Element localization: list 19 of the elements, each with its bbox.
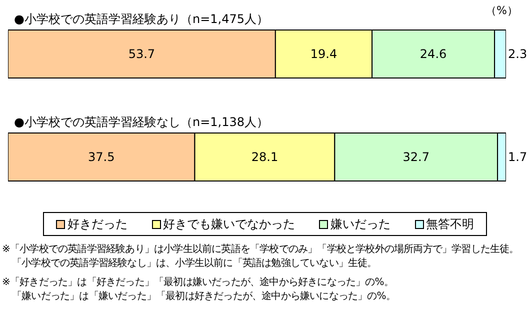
- data-label: 53.7: [128, 47, 156, 62]
- data-label: 28.1: [251, 150, 278, 164]
- legend-label: 好きでも嫌いでなかった: [162, 216, 295, 232]
- data-label: 1.7: [508, 150, 528, 164]
- annotation: （%）: [486, 3, 518, 18]
- text: ※「小学校での英語学習経験あり」は小学生以前に英語を「学校でのみ」「学校と学校外の場所両方で」学習した生徒。: [2, 243, 520, 257]
- data-label: 24.6: [420, 47, 447, 62]
- data-label: 2.3: [508, 47, 528, 62]
- legend-label: 無答不明: [424, 216, 474, 232]
- legend-label: 嫌いだった: [329, 216, 390, 232]
- data-label: 37.5: [88, 150, 115, 164]
- text: 「嫌いだった」は「嫌いだった」「最初は好きだったが、途中から嫌いになった」の%。: [11, 290, 397, 304]
- y-tick-label: ●小学校での英語学習経験なし（n=1,138人）: [14, 114, 268, 130]
- text: ※「好きだった」は「好きだった」「最初は嫌いだったが、途中から好きになった」の%。: [2, 276, 394, 290]
- data-label: 32.7: [402, 150, 430, 164]
- legend-label: 好きだった: [66, 216, 128, 232]
- y-tick-label: ●小学校での英語学習経験あり（n=1,475人）: [14, 10, 268, 28]
- text: 「小学校での英語学習経験なし」は、小学生以前に「英語は勉強していない」生徒。: [11, 257, 378, 271]
- data-label: 19.4: [310, 47, 338, 62]
